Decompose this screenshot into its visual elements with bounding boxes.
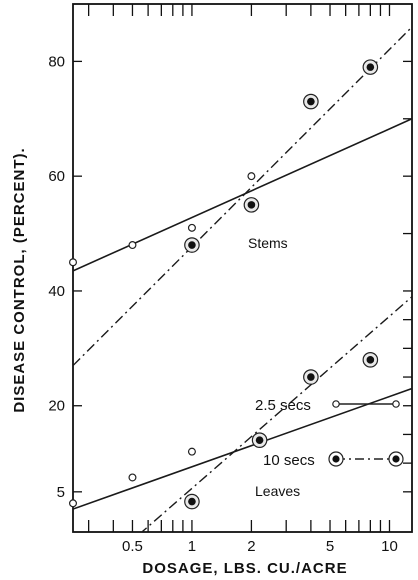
legend-marker-10-secs-start-dot [332,455,340,463]
point-leaves-2-5-secs [187,447,196,456]
series-line-leaves-2-5-secs [73,387,412,510]
legend-marker-2-5-secs-end [392,400,400,408]
point-leaves-2-5-secs [128,473,137,482]
x-tick-label: 2 [247,538,255,555]
x-tick-label: 1 [188,538,196,555]
point-leaves-10-secs [188,497,196,506]
point-leaves-10-secs [366,356,375,364]
stems-annotation: Stems [248,235,288,251]
point-stems-2-5-secs [68,258,77,267]
point-leaves-2-5-secs [68,499,77,508]
y-axis-title: DISEASE CONTROL, (PERCENT). [11,147,28,412]
x-axis-title: DOSAGE, LBS. CU./ACRE [142,560,347,577]
legend-label-2-5-secs: 2.5 secs [255,397,311,414]
point-stems-10-secs [366,63,375,71]
point-leaves-10-secs [307,373,315,381]
series-line-stems-2-5-secs [73,118,412,272]
x-tick-label: 10 [381,538,398,555]
point-stems-2-5-secs [128,241,137,250]
x-tick-label: 0.5 [122,538,143,555]
point-stems-10-secs [247,201,256,209]
series-line-stems-10-secs [73,26,412,367]
plot-area [72,3,413,533]
y-tick-label: 40 [48,283,65,300]
point-stems-2-5-secs [187,223,196,232]
leaves-annotation: Leaves [255,483,300,499]
point-stems-10-secs [188,241,196,249]
legend-marker-10-secs-end-dot [392,455,400,463]
axis-ticks [73,4,412,532]
tick-labels: 0.5 1 2 5 10 5 20 40 60 80 [48,53,398,555]
fit-lines [73,26,412,532]
y-tick-label: 60 [48,168,65,185]
point-stems-2-5-secs [247,172,256,181]
x-tick-label: 5 [326,538,334,555]
legend-marker-2-5-secs-start [332,400,340,408]
series-line-leaves-10-secs [140,296,412,532]
legend-label-10-secs: 10 secs [263,452,315,469]
y-tick-label: 20 [48,398,65,415]
data-points [68,59,379,510]
point-stems-10-secs [307,97,315,106]
y-tick-label: 80 [48,53,65,70]
plot-frame [72,3,413,533]
point-leaves-10-secs [255,436,264,444]
legend: 2.5 secs 10 secs [255,397,404,469]
y-tick-label: 5 [57,484,65,501]
